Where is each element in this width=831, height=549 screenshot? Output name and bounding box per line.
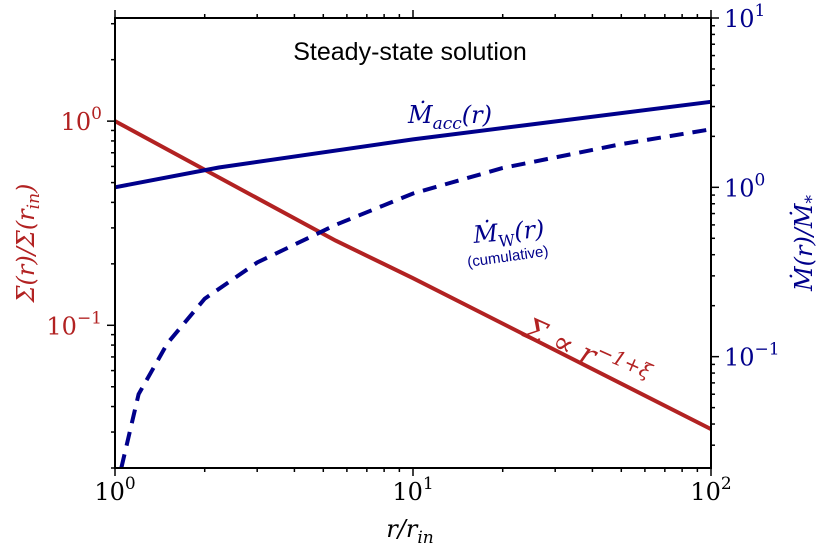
- plot-lines: [114, 99, 712, 469]
- y-axis-label-right: Ṁ(r)/Ṁ*: [789, 195, 822, 292]
- y-right-tick-label: 101: [724, 1, 765, 33]
- series-line-2: [119, 127, 712, 469]
- y-left-tick-label: 100: [61, 104, 102, 136]
- plot-frame: [114, 17, 712, 469]
- x-tick-label: 100: [94, 474, 135, 506]
- y-right-tick-label: 10−1: [724, 340, 780, 372]
- y-axis-label-left: Σ(r)/Σ(rin): [12, 184, 44, 304]
- y-left-tick-label: 10−1: [46, 308, 102, 340]
- mdot-w-annotation: ṀW(r): [471, 214, 546, 253]
- ticks: 100 101 102 100 10−1 101 100 10−1: [46, 1, 779, 506]
- sigma-annotation: Σ ∝ r−1+ξ: [518, 307, 656, 397]
- mdot-acc-annotation: Ṁacc(r): [407, 100, 492, 134]
- chart-title: Steady-state solution: [293, 38, 526, 66]
- series-line-1: [114, 99, 712, 190]
- series-line-0: [114, 119, 712, 431]
- x-axis-label: r/rin: [386, 515, 433, 548]
- x-tick-label: 102: [690, 474, 731, 506]
- y-right-tick-label: 100: [724, 170, 765, 202]
- x-tick-label: 101: [392, 474, 433, 506]
